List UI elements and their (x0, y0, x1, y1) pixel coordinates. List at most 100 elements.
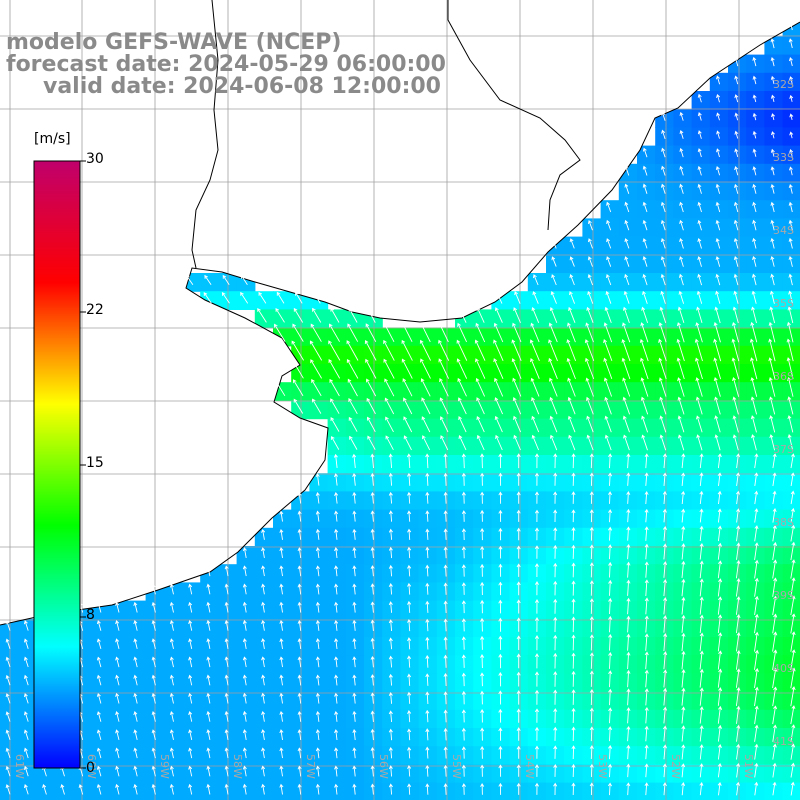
wind-arrow (96, 729, 102, 741)
colorbar-unit: [m/s] (34, 131, 71, 147)
wind-arrow (589, 526, 594, 541)
wind-arrow (571, 670, 576, 687)
wind-arrow (659, 434, 667, 451)
wind-arrow (571, 544, 576, 559)
wind-arrow (475, 377, 486, 397)
wind-arrow (516, 727, 521, 741)
wind-arrow (425, 636, 430, 650)
wind-arrow (115, 729, 120, 741)
wind-arrow (754, 577, 759, 597)
wind-arrow (699, 453, 704, 469)
wind-arrow (388, 655, 393, 668)
wind-arrow (772, 472, 777, 487)
wind-arrow (772, 524, 777, 542)
wind-arrow (23, 729, 29, 740)
wind-arrow (589, 745, 594, 760)
wind-arrow (549, 396, 558, 415)
lon-label: 59W (158, 754, 171, 779)
wind-arrow (261, 747, 266, 759)
wind-arrow (388, 472, 393, 486)
lon-label: 58W (231, 754, 244, 779)
wind-arrow (315, 729, 320, 741)
wind-arrow (626, 707, 631, 724)
wind-arrow (713, 357, 722, 380)
wind-arrow (188, 692, 193, 704)
wind-arrow (790, 559, 796, 579)
wind-arrow (279, 583, 284, 595)
wind-arrow (642, 219, 648, 231)
wind-arrow (769, 290, 775, 304)
wind-arrow (407, 619, 412, 632)
wind-arrow (566, 339, 577, 362)
wind-arrow (188, 729, 193, 740)
wind-arrow (679, 129, 684, 139)
wind-arrow (334, 747, 339, 759)
wind-arrow (23, 747, 29, 759)
wind-arrow (788, 273, 793, 286)
wind-arrow (274, 379, 286, 397)
wind-arrow (772, 762, 777, 778)
wind-arrow (425, 491, 430, 504)
wind-arrow (242, 674, 247, 686)
wind-arrow (717, 542, 723, 560)
wind-arrow (571, 763, 576, 778)
wind-arrow (461, 783, 466, 795)
wind-arrow (626, 526, 631, 541)
wind-arrow (534, 653, 539, 669)
wind-arrow (790, 453, 795, 469)
wind-arrow (530, 377, 540, 397)
wind-arrow (498, 472, 503, 486)
wind-arrow (751, 290, 757, 304)
wind-arrow (626, 579, 631, 596)
lat-label: 39S (773, 589, 794, 602)
wind-arrow (383, 339, 395, 361)
wind-arrow (407, 691, 412, 704)
wind-arrow (388, 491, 393, 504)
wind-arrow (115, 711, 120, 722)
wind-arrow (640, 396, 649, 415)
wind-arrow (621, 357, 631, 380)
wind-arrow (770, 75, 775, 85)
wind-arrow (493, 358, 504, 379)
wind-arrow (732, 306, 739, 324)
wind-arrow (787, 415, 794, 433)
wind-arrow (401, 339, 413, 361)
wind-arrow (789, 76, 794, 85)
wind-arrow (788, 19, 793, 31)
wind-arrow (790, 524, 796, 542)
wind-arrow (151, 765, 156, 777)
wind-arrow (699, 614, 704, 633)
wind-arrow (772, 686, 778, 707)
wind-arrow (438, 339, 450, 361)
wind-arrow (571, 745, 576, 760)
wind-arrow (480, 709, 485, 723)
wind-arrow (786, 338, 794, 362)
wind-arrow (534, 472, 539, 486)
wind-arrow (242, 583, 247, 595)
wind-arrow (274, 323, 286, 342)
wind-arrow (681, 763, 686, 778)
wind-arrow (279, 565, 284, 577)
wind-arrow (754, 686, 759, 707)
wind-arrow (713, 321, 721, 343)
wind-arrow (731, 357, 740, 380)
wind-arrow (644, 615, 649, 633)
wind-arrow (224, 674, 229, 686)
wind-arrow (461, 472, 466, 486)
wind-arrow (370, 583, 375, 595)
wind-arrow (511, 358, 522, 379)
wind-arrow (261, 528, 266, 540)
wind-arrow (407, 582, 412, 595)
wind-arrow (480, 654, 485, 669)
wind-arrow (752, 255, 757, 267)
wind-arrow (604, 396, 612, 415)
wind-arrow (553, 745, 558, 759)
wind-arrow (663, 633, 668, 652)
wind-arrow (626, 725, 631, 742)
wind-arrow (717, 668, 723, 688)
wind-arrow (495, 434, 503, 451)
wind-arrow (420, 323, 431, 343)
wind-arrow (401, 358, 413, 379)
wind-arrow (534, 563, 539, 578)
wind-arrow (770, 166, 775, 176)
